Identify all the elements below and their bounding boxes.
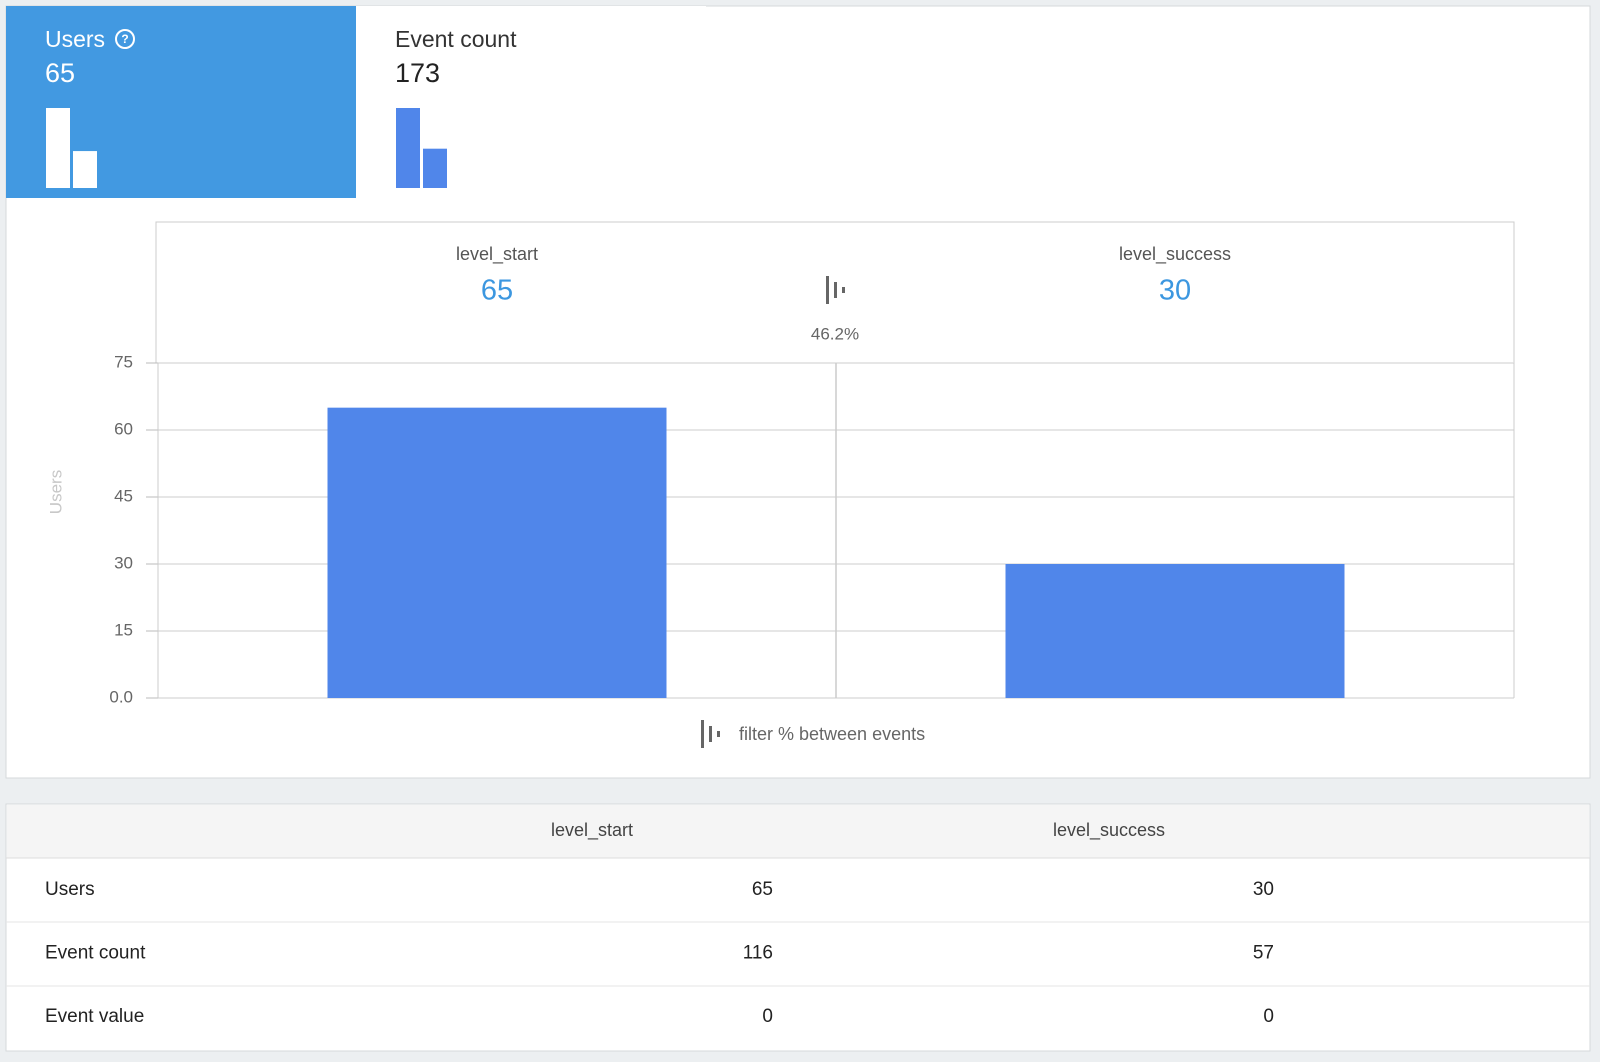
row-label: Event count [45, 943, 146, 964]
row-label: Event value [45, 1006, 144, 1027]
bar [1005, 564, 1345, 698]
icon-part [826, 276, 829, 304]
tab-value: 65 [45, 58, 75, 88]
bar [327, 407, 667, 698]
y-tick-label: 45 [114, 486, 133, 505]
tab-value: 173 [395, 58, 440, 88]
help-icon-glyph: ? [121, 32, 128, 46]
cell: 57 [1253, 943, 1274, 964]
cell: 116 [743, 943, 773, 964]
icon-part [842, 287, 845, 293]
row-label: Users [45, 879, 95, 900]
y-tick-label: 30 [114, 553, 133, 572]
icon-part [717, 731, 720, 737]
step-value: 30 [1159, 275, 1191, 307]
step-value: 65 [481, 275, 513, 307]
cell: 0 [762, 1006, 773, 1027]
mini-bar [46, 108, 70, 188]
tab-label: Users [45, 26, 105, 52]
step-label: level_start [456, 244, 538, 265]
filter-icon[interactable] [701, 720, 720, 748]
filter-label[interactable]: filter % between events [739, 724, 925, 744]
conversion-icon [826, 276, 845, 304]
cell: 65 [752, 879, 773, 900]
y-tick-label: 60 [114, 419, 133, 438]
step-label: level_success [1119, 244, 1231, 265]
y-axis-label: Users [46, 470, 65, 514]
column-header: level_start [551, 820, 633, 841]
icon-part [701, 720, 704, 748]
column-header: level_success [1053, 820, 1165, 841]
mini-bar [423, 148, 447, 188]
cell: 30 [1253, 879, 1274, 900]
icon-part [834, 282, 837, 298]
y-tick-label: 0.0 [109, 687, 133, 706]
y-tick-label: 15 [114, 620, 133, 639]
tab-label: Event count [395, 26, 517, 52]
cell: 0 [1263, 1006, 1274, 1027]
mini-bar [73, 151, 97, 188]
icon-part [709, 726, 712, 742]
conversion-rate: 46.2% [811, 324, 859, 343]
table-header [7, 805, 1589, 858]
y-tick-label: 75 [114, 352, 133, 371]
help-icon[interactable] [115, 29, 135, 49]
mini-bar [396, 108, 420, 188]
